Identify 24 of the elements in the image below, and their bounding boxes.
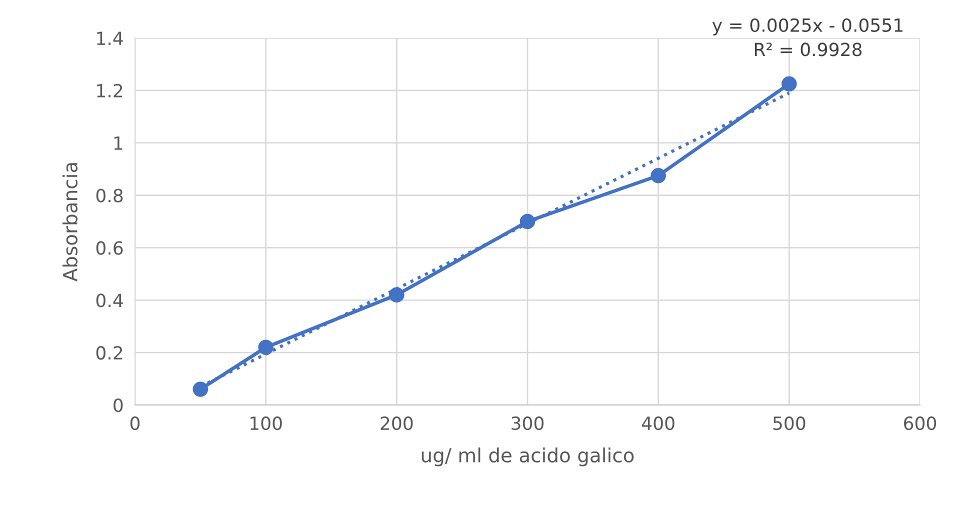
y-tick-label: 1: [114, 136, 122, 150]
x-tick-label: 100: [250, 416, 282, 430]
point: [389, 287, 404, 303]
x-tick-label: 500: [773, 416, 806, 430]
y-tick-label: 0.4: [96, 294, 123, 308]
annotation: y = 0.0025x - 0.0551 R² = 0.9928: [712, 18, 902, 56]
y-tick-label: 0: [114, 398, 123, 412]
x-tick-label: 600: [904, 416, 936, 430]
y-tick-label: 0.6: [96, 241, 123, 255]
x-tick-label: 400: [642, 416, 674, 430]
x-tick-label: 300: [512, 416, 544, 430]
y-tick-label: 1.2: [97, 84, 122, 98]
point: [520, 214, 536, 230]
y-tick-label: 1.4: [97, 32, 123, 45]
point: [782, 76, 797, 92]
point: [258, 340, 274, 355]
x-tick-label: 200: [380, 416, 413, 430]
y-tick-label: 0.2: [96, 346, 122, 360]
point: [192, 382, 208, 397]
y-axis-title: Absorbancia: [62, 163, 78, 282]
point: [650, 168, 666, 184]
y-tick-label: 0.8: [96, 188, 123, 202]
x-tick-label: 0: [130, 416, 140, 430]
x-axis-title: ug/ ml de acido galico: [422, 447, 634, 466]
